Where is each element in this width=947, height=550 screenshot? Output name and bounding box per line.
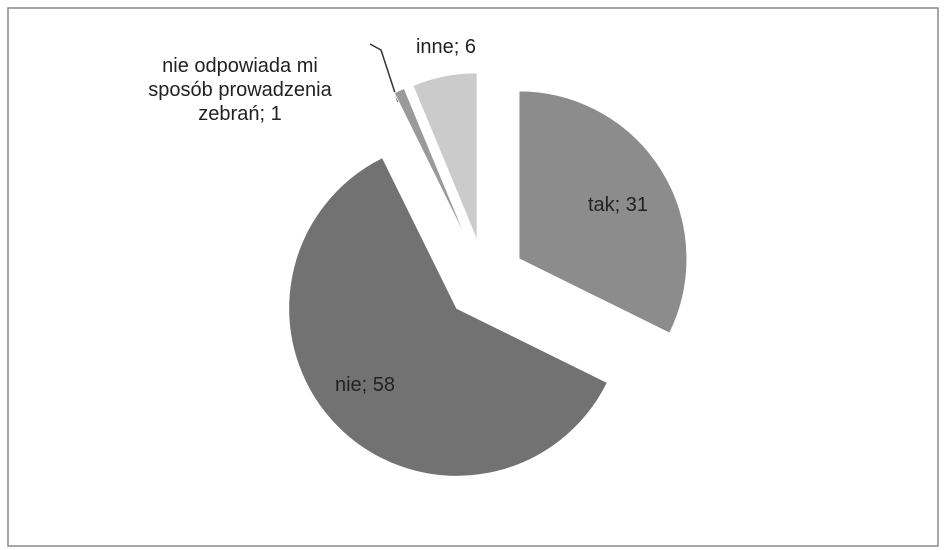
data-label: nie; 58 — [334, 374, 396, 396]
data-label: inne; 6 — [415, 36, 477, 58]
pie-slice — [288, 156, 609, 477]
leader-line — [369, 43, 399, 103]
pie-slice — [412, 72, 478, 241]
pie-slice — [393, 87, 469, 244]
pie-slice — [518, 90, 688, 334]
data-label: tak; 31 — [587, 194, 649, 216]
data-label: nie odpowiada mi sposób prowadzenia zebr… — [148, 55, 332, 125]
